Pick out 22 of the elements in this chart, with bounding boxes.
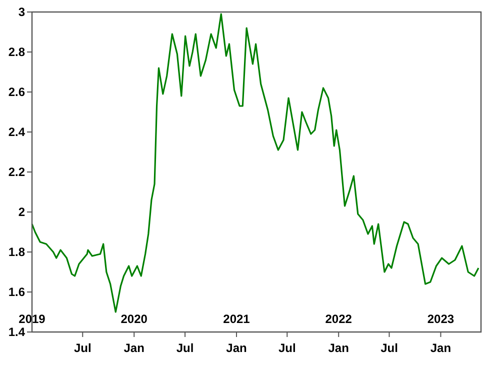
y-tick-label: 2.6 <box>8 85 26 100</box>
x-tick-label: Jan <box>226 341 247 355</box>
x-tick-label: Jan <box>430 341 452 355</box>
y-tick-label: 2.4 <box>8 125 26 140</box>
y-tick-label: 2 <box>18 205 26 220</box>
y-tick-label: 1.8 <box>8 245 26 260</box>
y-tick-label: 3 <box>18 5 26 20</box>
x-tick-label: Jan <box>124 341 144 355</box>
x-tick-label: Jul <box>380 341 398 355</box>
x-tick-label: Jul <box>278 341 296 355</box>
y-tick-label: 2.8 <box>8 45 26 60</box>
x-tick-label: Jul <box>176 341 194 355</box>
x2-tick-label: 2020 <box>120 312 148 326</box>
x-tick-label: Jan <box>328 341 349 355</box>
x-tick-label: Jul <box>74 341 92 355</box>
x2-tick-label: 2021 <box>223 312 250 326</box>
y-tick-label: 2.2 <box>8 165 26 180</box>
x2-tick-label: 2023 <box>427 312 454 326</box>
y-tick-label: 1.4 <box>8 325 26 340</box>
x2-tick-label: 2022 <box>325 312 352 326</box>
y-tick-label: 1.6 <box>8 285 26 300</box>
line-series <box>31 13 480 313</box>
